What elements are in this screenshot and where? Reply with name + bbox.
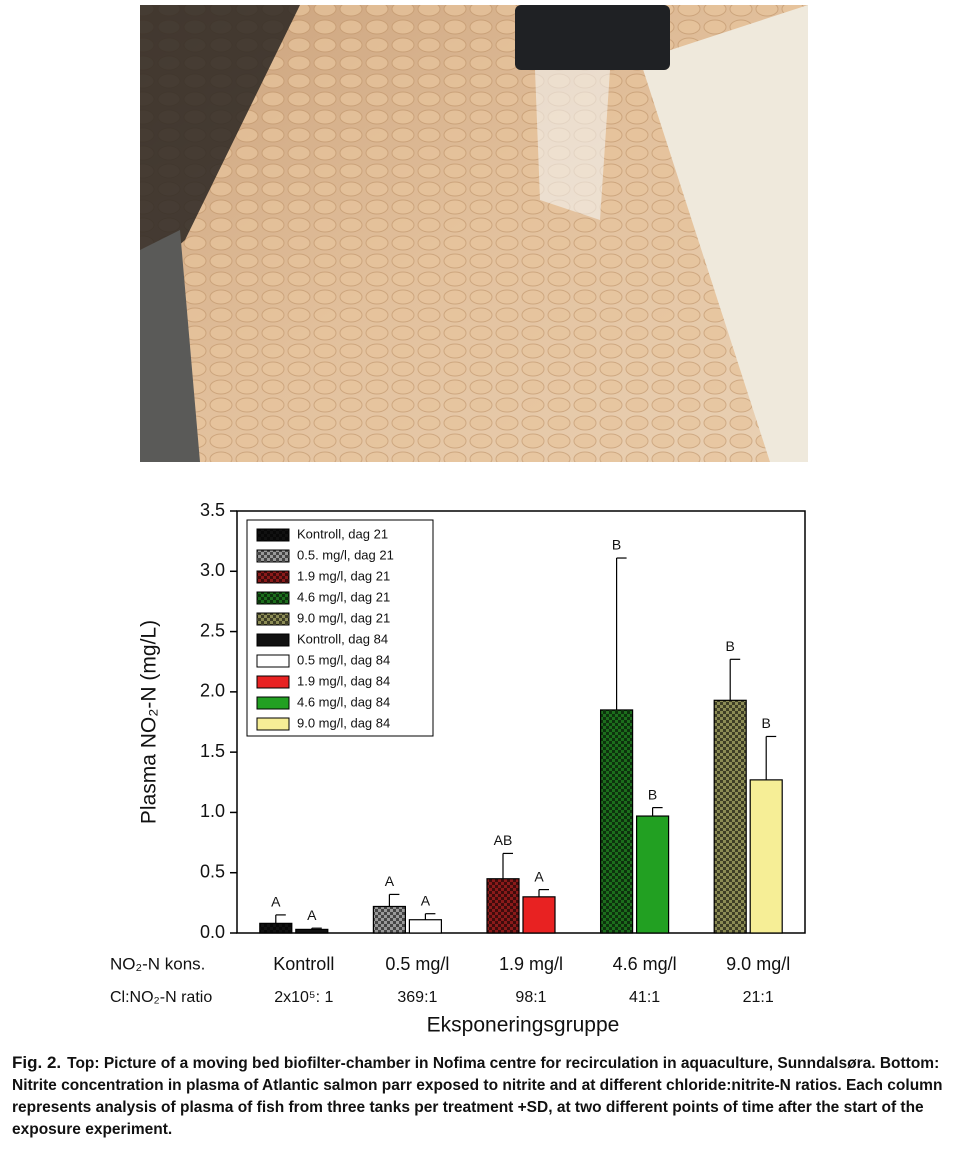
kons-label: NO₂-N kons. [110, 954, 205, 973]
legend-label: 1.9 mg/l, dag 21 [297, 568, 390, 583]
legend-label: 1.9 mg/l, dag 84 [297, 673, 390, 688]
x-tick-label: Kontroll [273, 954, 334, 974]
bar [486, 878, 520, 934]
caption: Fig. 2. Top: Picture of a moving bed biof… [12, 1052, 947, 1141]
legend-label: 0.5. mg/l, dag 21 [297, 547, 394, 562]
y-tick-label: 3.5 [200, 500, 225, 520]
ratio-label: Cl:NO₂-N ratio [110, 989, 212, 1006]
significance-letter: A [385, 873, 395, 889]
legend-swatch [256, 612, 290, 626]
ratio-label: 98:1 [515, 989, 546, 1006]
bar [635, 815, 670, 934]
legend-label: 4.6 mg/l, dag 21 [297, 589, 390, 604]
significance-letter: B [726, 638, 735, 654]
legend-swatch [256, 696, 290, 710]
bar [295, 928, 329, 934]
plot-frame [236, 510, 806, 934]
x-tick-label: 4.6 mg/l [613, 954, 677, 974]
y-tick-label: 0.0 [200, 922, 225, 942]
significance-letter: B [762, 715, 771, 731]
legend-label: 9.0 mg/l, dag 21 [297, 610, 390, 625]
legend-swatch [256, 549, 290, 563]
legend-label: 9.0 mg/l, dag 84 [297, 715, 390, 730]
x-tick-label: 9.0 mg/l [726, 954, 790, 974]
bar [408, 919, 442, 934]
significance-letter: AB [494, 832, 513, 848]
legend-label: 4.6 mg/l, dag 84 [297, 694, 390, 709]
y-tick-label: 1.0 [200, 801, 225, 821]
caption-label: Fig. 2. [12, 1053, 62, 1072]
significance-letter: A [307, 907, 317, 923]
x-tick-label: 1.9 mg/l [499, 954, 563, 974]
significance-letter: B [648, 786, 657, 802]
ratio-label: 41:1 [629, 989, 660, 1006]
legend-swatch [256, 570, 290, 584]
y-tick-label: 0.5 [200, 861, 225, 881]
ratio-label: 369:1 [397, 989, 437, 1006]
bar [259, 922, 293, 934]
significance-letter: B [612, 537, 621, 553]
bar [749, 779, 783, 934]
x-tick-label: 0.5 mg/l [385, 954, 449, 974]
bar [599, 709, 634, 934]
legend-swatch [256, 654, 290, 668]
legend-swatch [256, 591, 290, 605]
bar [522, 896, 556, 934]
legend-swatch [256, 528, 290, 542]
legend-swatch [256, 633, 290, 647]
caption-text: Top: Picture of a moving bed biofilter-c… [12, 1055, 943, 1138]
significance-letter: A [271, 894, 281, 910]
photo [140, 5, 808, 462]
bar [713, 699, 747, 934]
y-axis-title: Plasma NO₂-N (mg/L) [138, 620, 161, 824]
significance-letter: A [534, 868, 544, 884]
ratio-label: 21:1 [743, 989, 774, 1006]
legend-swatch [256, 675, 290, 689]
ratio-label: 2x10⁵: 1 [274, 989, 333, 1006]
chart: Plasma NO₂-N (mg/L) Eksponeringsgruppe N… [110, 500, 806, 1037]
y-tick-label: 1.5 [200, 741, 225, 761]
y-tick-label: 3.0 [200, 560, 225, 580]
y-tick-label: 2.0 [200, 681, 225, 701]
bar [372, 905, 406, 934]
legend-label: Kontroll, dag 84 [297, 631, 388, 646]
legend-label: 0.5 mg/l, dag 84 [297, 652, 390, 667]
x-axis-title: Eksponeringsgruppe [427, 1014, 620, 1037]
significance-letter: A [421, 892, 431, 908]
legend-label: Kontroll, dag 21 [297, 526, 388, 541]
y-tick-label: 2.5 [200, 620, 225, 640]
legend-swatch [256, 717, 290, 731]
